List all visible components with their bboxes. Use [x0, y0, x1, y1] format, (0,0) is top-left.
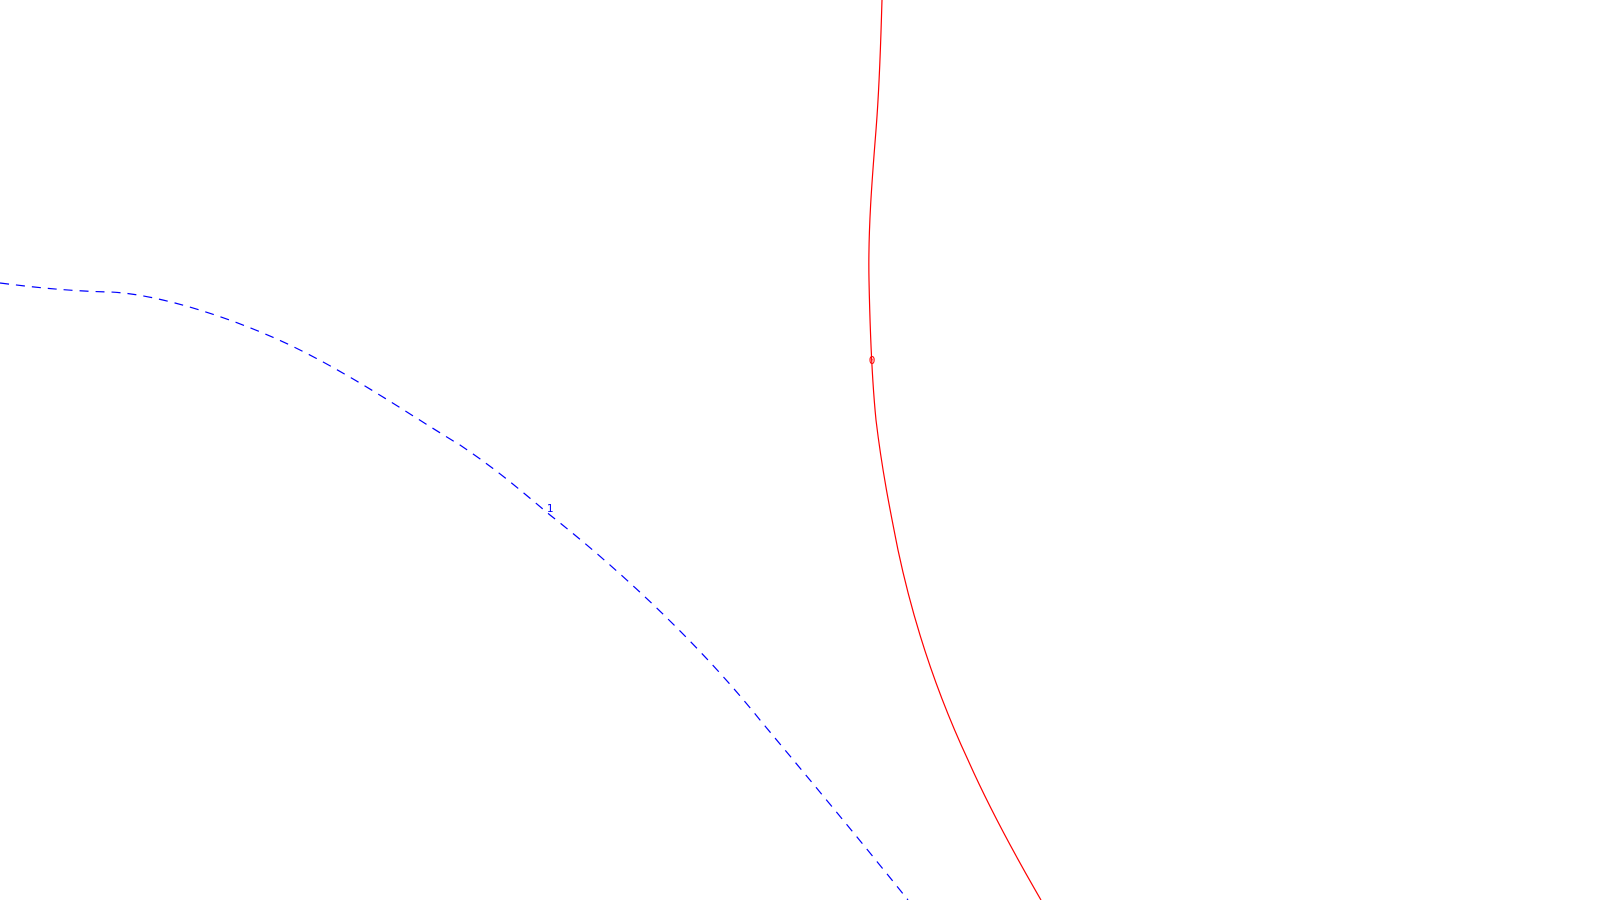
curve-0-line [868, 0, 1042, 900]
curve-0-label: 0 [869, 354, 876, 367]
curve-1-line [0, 282, 909, 900]
curve-1-label: 1 [547, 502, 554, 515]
